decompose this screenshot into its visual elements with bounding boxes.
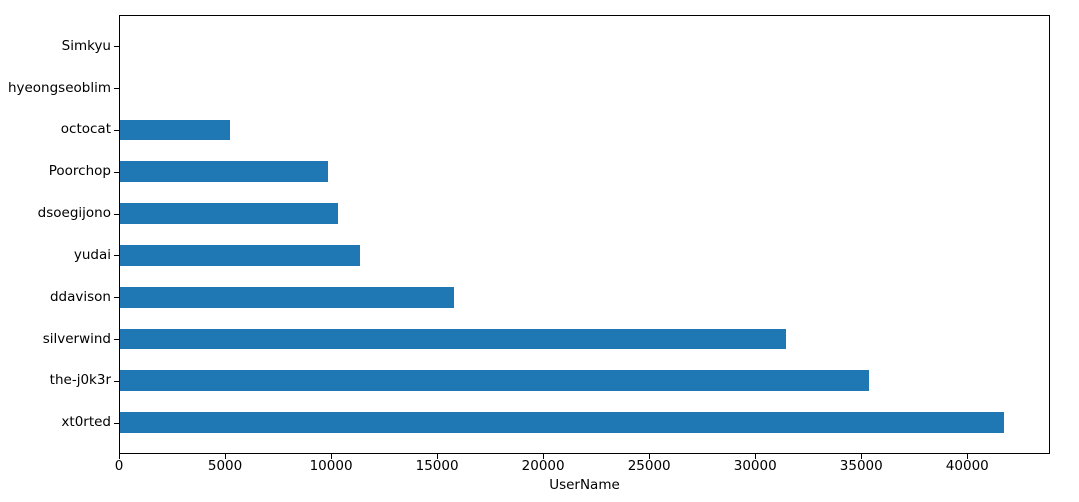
bar-the-j0k3r	[120, 370, 869, 392]
plot-area	[119, 15, 1050, 454]
x-tick-mark	[225, 454, 227, 459]
bar-ddavison	[120, 286, 454, 308]
x-tick-label: 35000	[839, 458, 883, 474]
y-tick-mark	[114, 422, 119, 424]
y-tick-label: Simkyu	[61, 37, 111, 54]
y-tick-label: silverwind	[42, 330, 111, 347]
y-tick-mark	[114, 88, 119, 90]
y-tick-mark	[114, 171, 119, 173]
x-tick-mark	[543, 454, 545, 459]
x-tick-mark	[649, 454, 651, 459]
y-tick-label: Poorchop	[48, 163, 111, 180]
y-tick-mark	[114, 255, 119, 257]
bar-octocat	[120, 119, 231, 141]
bar-dsoegijono	[120, 203, 339, 225]
x-tick-label: 0	[114, 458, 124, 474]
x-tick-label: 10000	[309, 458, 353, 474]
y-tick-mark	[114, 380, 119, 382]
bar-yudai	[120, 244, 360, 266]
y-tick-mark	[114, 213, 119, 215]
x-tick-mark	[967, 454, 969, 459]
bar-Poorchop	[120, 161, 328, 183]
x-tick-label: 30000	[733, 458, 777, 474]
y-tick-label: xt0rted	[61, 414, 111, 431]
y-tick-label: yudai	[73, 246, 111, 263]
y-tick-mark	[114, 129, 119, 131]
y-tick-label: octocat	[60, 121, 111, 138]
x-tick-label: 5000	[207, 458, 243, 474]
x-tick-label: 25000	[627, 458, 671, 474]
x-tick-mark	[755, 454, 757, 459]
y-tick-mark	[114, 339, 119, 341]
y-tick-label: the-j0k3r	[49, 372, 111, 389]
x-tick-mark	[119, 454, 120, 459]
y-tick-label: hyeongseoblim	[7, 79, 111, 96]
x-tick-label: 15000	[415, 458, 459, 474]
x-axis-title: UserName	[549, 477, 620, 493]
bar-silverwind	[120, 328, 786, 350]
y-tick-mark	[114, 46, 119, 48]
x-tick-label: 20000	[521, 458, 565, 474]
x-tick-mark	[861, 454, 863, 459]
y-tick-label: ddavison	[49, 288, 111, 305]
x-tick-mark	[331, 454, 333, 459]
x-tick-label: 40000	[945, 458, 989, 474]
x-tick-mark	[437, 454, 439, 459]
y-tick-mark	[114, 297, 119, 299]
bar-xt0rted	[120, 412, 1005, 434]
y-tick-label: dsoegijono	[37, 205, 111, 222]
